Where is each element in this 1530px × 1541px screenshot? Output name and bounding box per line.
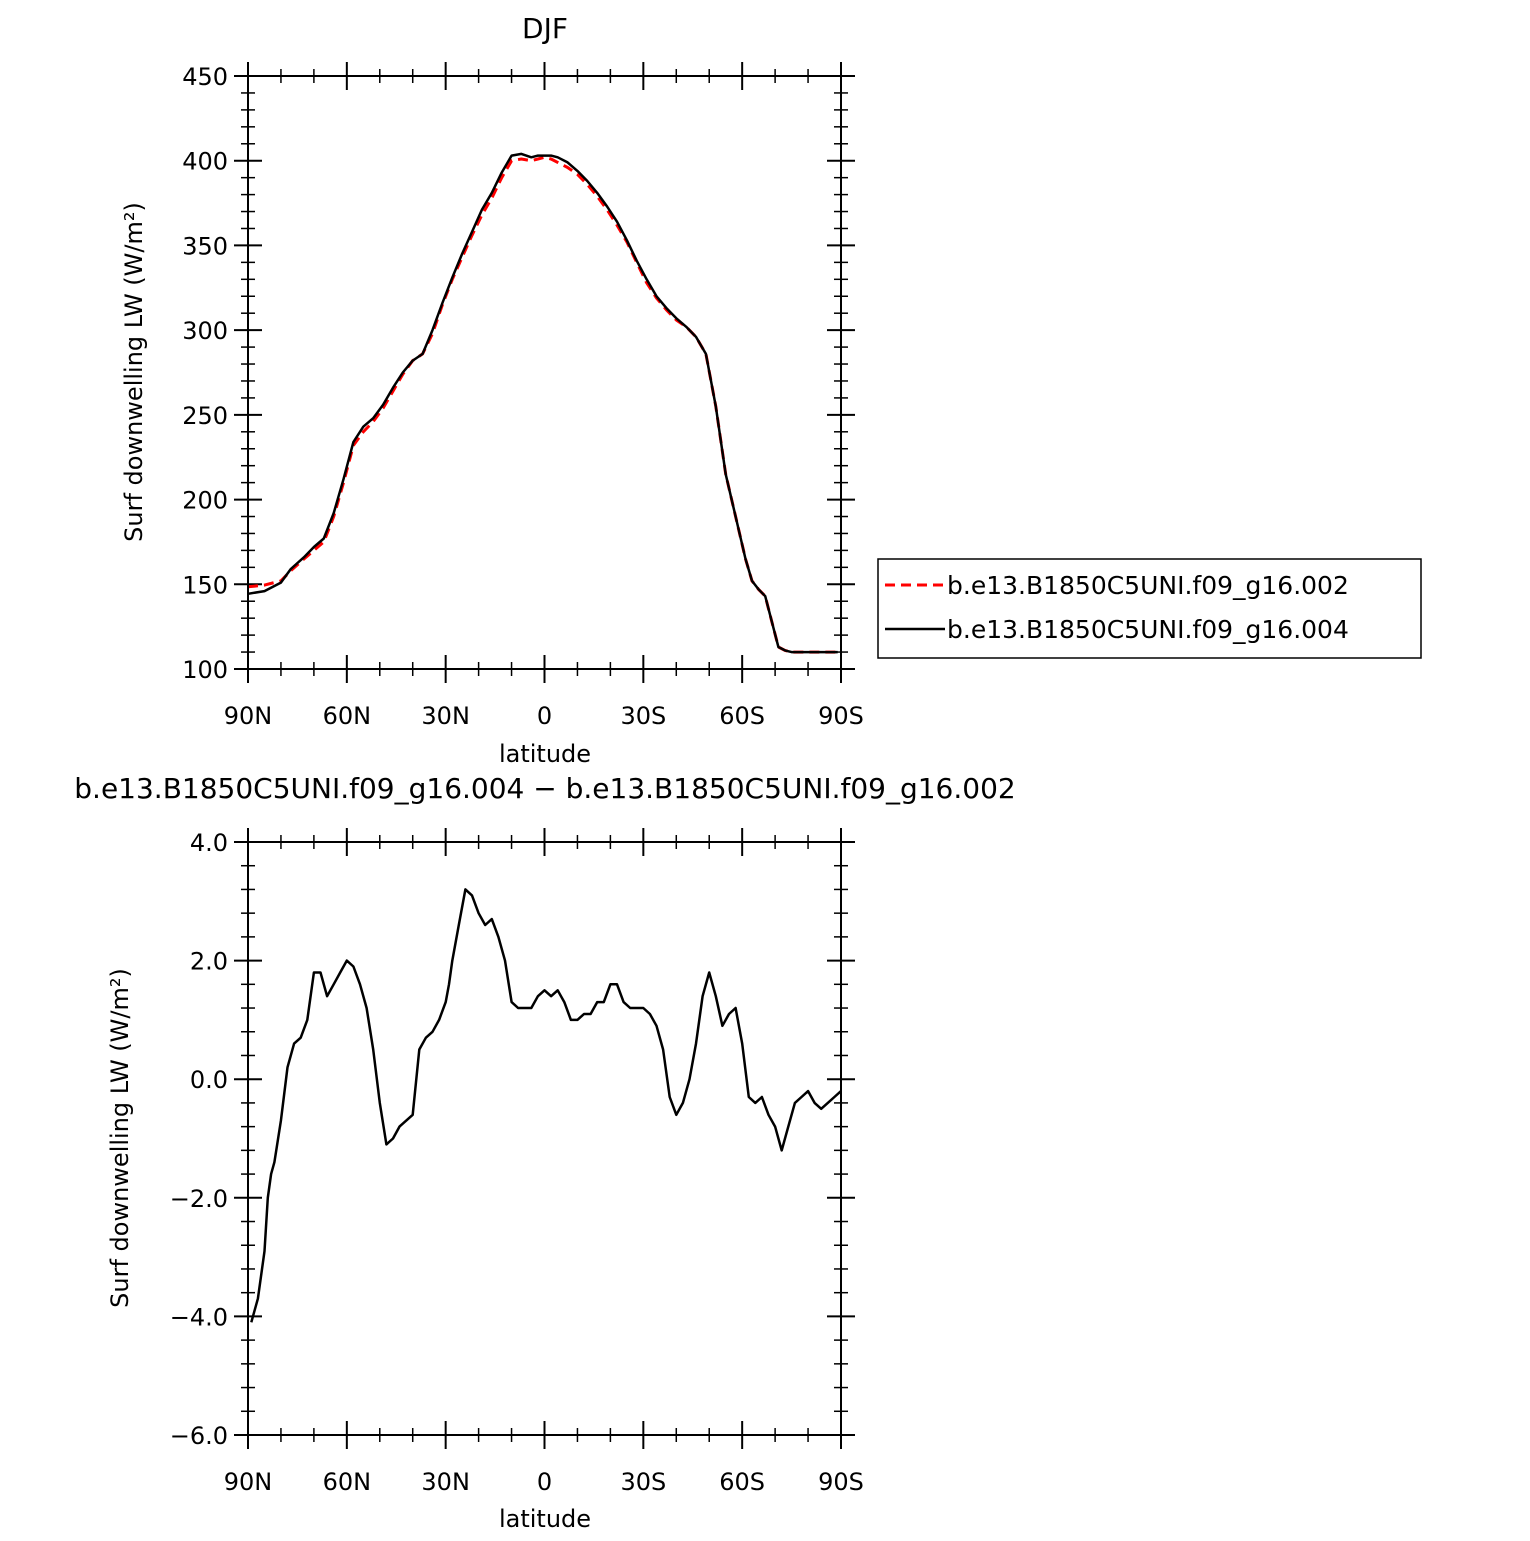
bottom-plot-frame	[247, 841, 842, 1436]
top-y-tick-label: 300	[182, 317, 228, 345]
top-series-lines	[247, 152, 838, 654]
bottom-series-lines	[250, 888, 842, 1323]
top-series-line-0	[247, 155, 838, 654]
bottom-y-tick-label: 4.0	[190, 829, 228, 857]
top-y-tick-label: 450	[182, 63, 228, 91]
bottom-x-tick-label: 30N	[421, 1468, 470, 1496]
top-series-line-1	[247, 152, 838, 654]
top-axis-ticks: 100 150 200 250 300 350 400 450 90N 60N 30N 0 30S 60S…	[182, 62, 864, 730]
legend-box	[877, 558, 1422, 659]
top-x-tick-label: 90N	[224, 702, 273, 730]
top-x-tick-label: 60N	[323, 702, 372, 730]
top-y-tick-label: 150	[182, 571, 228, 599]
top-y-tick-label: 400	[182, 148, 228, 176]
top-x-tick-label: 30N	[421, 702, 470, 730]
top-x-tick-label: 90S	[818, 702, 864, 730]
bottom-y-tick-label: 2.0	[190, 948, 228, 976]
bottom-x-axis-title: latitude	[499, 1505, 591, 1533]
legend: b.e13.B1850C5UNI.f09_g16.002 b.e13.B1850…	[877, 558, 1422, 659]
bottom-difference-chart: b.e13.B1850C5UNI.f09_g16.004 − b.e13.B18…	[74, 772, 1015, 1533]
bottom-x-tick-label: 60N	[323, 1468, 372, 1496]
bottom-series-line-0	[250, 888, 842, 1323]
top-y-tick-label: 350	[182, 232, 228, 260]
top-chart-title: DJF	[522, 12, 568, 45]
top-y-tick-label: 250	[182, 402, 228, 430]
legend-label-004: b.e13.B1850C5UNI.f09_g16.004	[947, 615, 1349, 644]
top-x-tick-label: 0	[537, 702, 552, 730]
top-x-tick-label: 30S	[620, 702, 666, 730]
bottom-y-tick-label: −2.0	[170, 1185, 228, 1213]
legend-label-002: b.e13.B1850C5UNI.f09_g16.002	[947, 571, 1349, 600]
bottom-x-tick-label: 60S	[719, 1468, 765, 1496]
bottom-y-tick-label: 0.0	[190, 1066, 228, 1094]
top-x-axis-title: latitude	[499, 740, 591, 768]
bottom-y-axis-title: Surf downwelling LW (W/m²)	[106, 968, 134, 1308]
bottom-x-tick-label: 30S	[620, 1468, 666, 1496]
bottom-y-tick-label: −6.0	[170, 1422, 228, 1450]
top-line-chart: DJF Surf downwelling LW (W/m²) latitude …	[120, 12, 864, 768]
top-x-tick-label: 60S	[719, 702, 765, 730]
bottom-chart-title: b.e13.B1850C5UNI.f09_g16.004 − b.e13.B18…	[74, 772, 1015, 805]
bottom-y-tick-label: −4.0	[170, 1303, 228, 1331]
bottom-x-tick-label: 90N	[224, 1468, 273, 1496]
top-plot-frame	[247, 75, 842, 670]
top-y-tick-label: 100	[182, 656, 228, 684]
bottom-x-tick-label: 0	[537, 1468, 552, 1496]
top-y-tick-label: 200	[182, 487, 228, 515]
top-y-axis-title: Surf downwelling LW (W/m²)	[120, 202, 148, 542]
bottom-x-tick-label: 90S	[818, 1468, 864, 1496]
